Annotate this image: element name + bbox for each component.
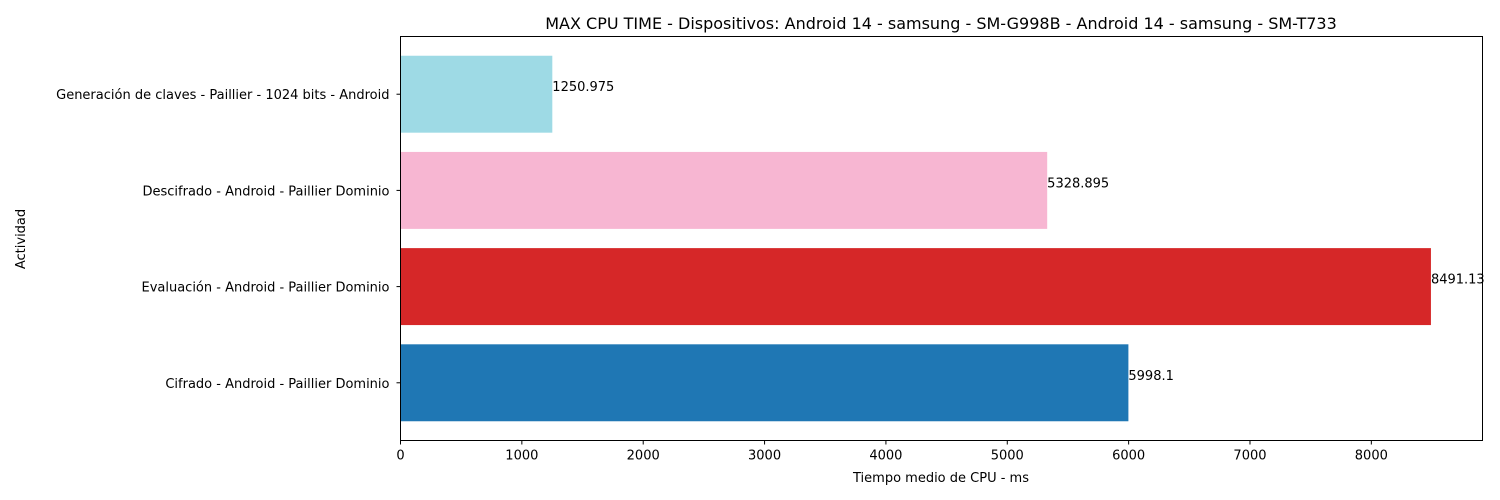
y-tick-label: Cifrado - Android - Paillier Dominio	[165, 377, 389, 392]
x-tick-label: 0	[396, 449, 404, 464]
bar-value-label: 5998.1	[1128, 369, 1174, 384]
x-axis: 0 1000 2000 3000 4000 5000 6000 7000 8000	[396, 440, 1388, 464]
x-axis-label: Tiempo medio de CPU - ms	[852, 471, 1029, 486]
bar	[400, 55, 553, 133]
y-axis: Cifrado - Android - Paillier Dominio Eval…	[56, 88, 401, 392]
y-tick-label: Evaluación - Android - Paillier Dominio	[141, 281, 389, 296]
data-labels-group: 5998.1 8491.13 5328.895 1250.975	[552, 80, 1484, 384]
bar-value-label: 8491.13	[1431, 273, 1485, 288]
y-tick-label: Descifrado - Android - Paillier Dominio	[143, 184, 390, 199]
x-tick-label: 1000	[505, 449, 538, 464]
bar	[400, 248, 1431, 326]
x-tick-label: 4000	[869, 449, 902, 464]
bars-group	[400, 55, 1431, 422]
x-tick-label: 8000	[1355, 449, 1388, 464]
bar-value-label: 1250.975	[552, 80, 614, 95]
x-tick-label: 6000	[1112, 449, 1145, 464]
plot-frame	[400, 36, 1483, 441]
bar	[400, 151, 1048, 229]
x-tick-label: 7000	[1233, 449, 1266, 464]
y-tick-label: Generación de claves - Paillier - 1024 b…	[56, 88, 389, 103]
bar	[400, 344, 1129, 422]
y-axis-label: Actividad	[14, 209, 29, 269]
bar-value-label: 5328.895	[1047, 176, 1109, 191]
x-tick-label: 2000	[627, 449, 660, 464]
x-tick-label: 3000	[748, 449, 781, 464]
chart-title: MAX CPU TIME - Dispositivos: Android 14 …	[545, 14, 1337, 33]
x-tick-label: 5000	[991, 449, 1024, 464]
